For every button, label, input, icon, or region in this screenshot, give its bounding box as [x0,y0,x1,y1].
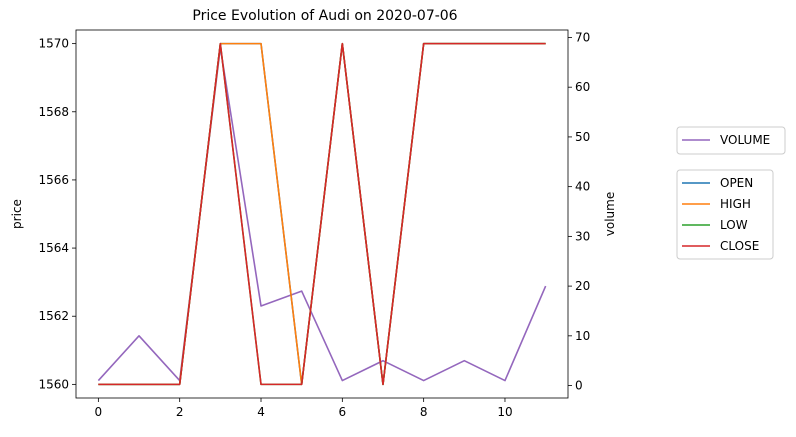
left-tick-label: 1568 [38,105,69,119]
left-tick-label: 1560 [38,377,69,391]
plot-frame [75,29,569,399]
right-axis-label: volume [603,192,617,236]
right-axis-ticks: 0 10 20 30 40 50 60 70 [568,30,590,393]
right-tick-label: 40 [575,180,590,194]
left-axis-label: price [10,199,24,229]
x-tick-label: 4 [257,405,265,419]
series-line-close [98,42,546,386]
legend-label-close: CLOSE [720,239,759,253]
left-axis-ticks: 1560 1562 1564 1566 1568 1570 [38,37,76,391]
right-tick-label: 20 [575,279,590,293]
legend-box [676,169,774,260]
left-tick-label: 1562 [38,309,69,323]
series-lines [97,42,547,386]
right-tick-label: 60 [575,80,590,94]
legend-label-open: OPEN [720,176,753,190]
left-tick-label: 1566 [38,173,69,187]
legends: VOLUME OPEN HIGH LOW CLOSE [676,126,786,260]
right-tick-label: 30 [575,229,590,243]
right-tick-label: 50 [575,130,590,144]
right-tick-label: 0 [575,379,583,393]
legend-label-high: HIGH [720,197,751,211]
chart-title: Price Evolution of Audi on 2020-07-06 [192,8,457,24]
legend-label-volume: VOLUME [720,133,770,147]
left-tick-label: 1570 [38,37,69,51]
right-tick-label: 10 [575,329,590,343]
x-tick-label: 6 [339,405,347,419]
left-tick-label: 1564 [38,241,69,255]
legend-box [676,126,786,155]
right-tick-label: 70 [575,30,590,44]
x-tick-label: 8 [420,405,428,419]
x-tick-label: 0 [95,405,103,419]
x-tick-label: 2 [176,405,184,419]
x-axis-ticks: 0 2 4 6 8 10 [95,398,513,419]
legend-label-low: LOW [720,218,748,232]
series-line-volume [97,46,547,382]
x-tick-label: 10 [497,405,512,419]
